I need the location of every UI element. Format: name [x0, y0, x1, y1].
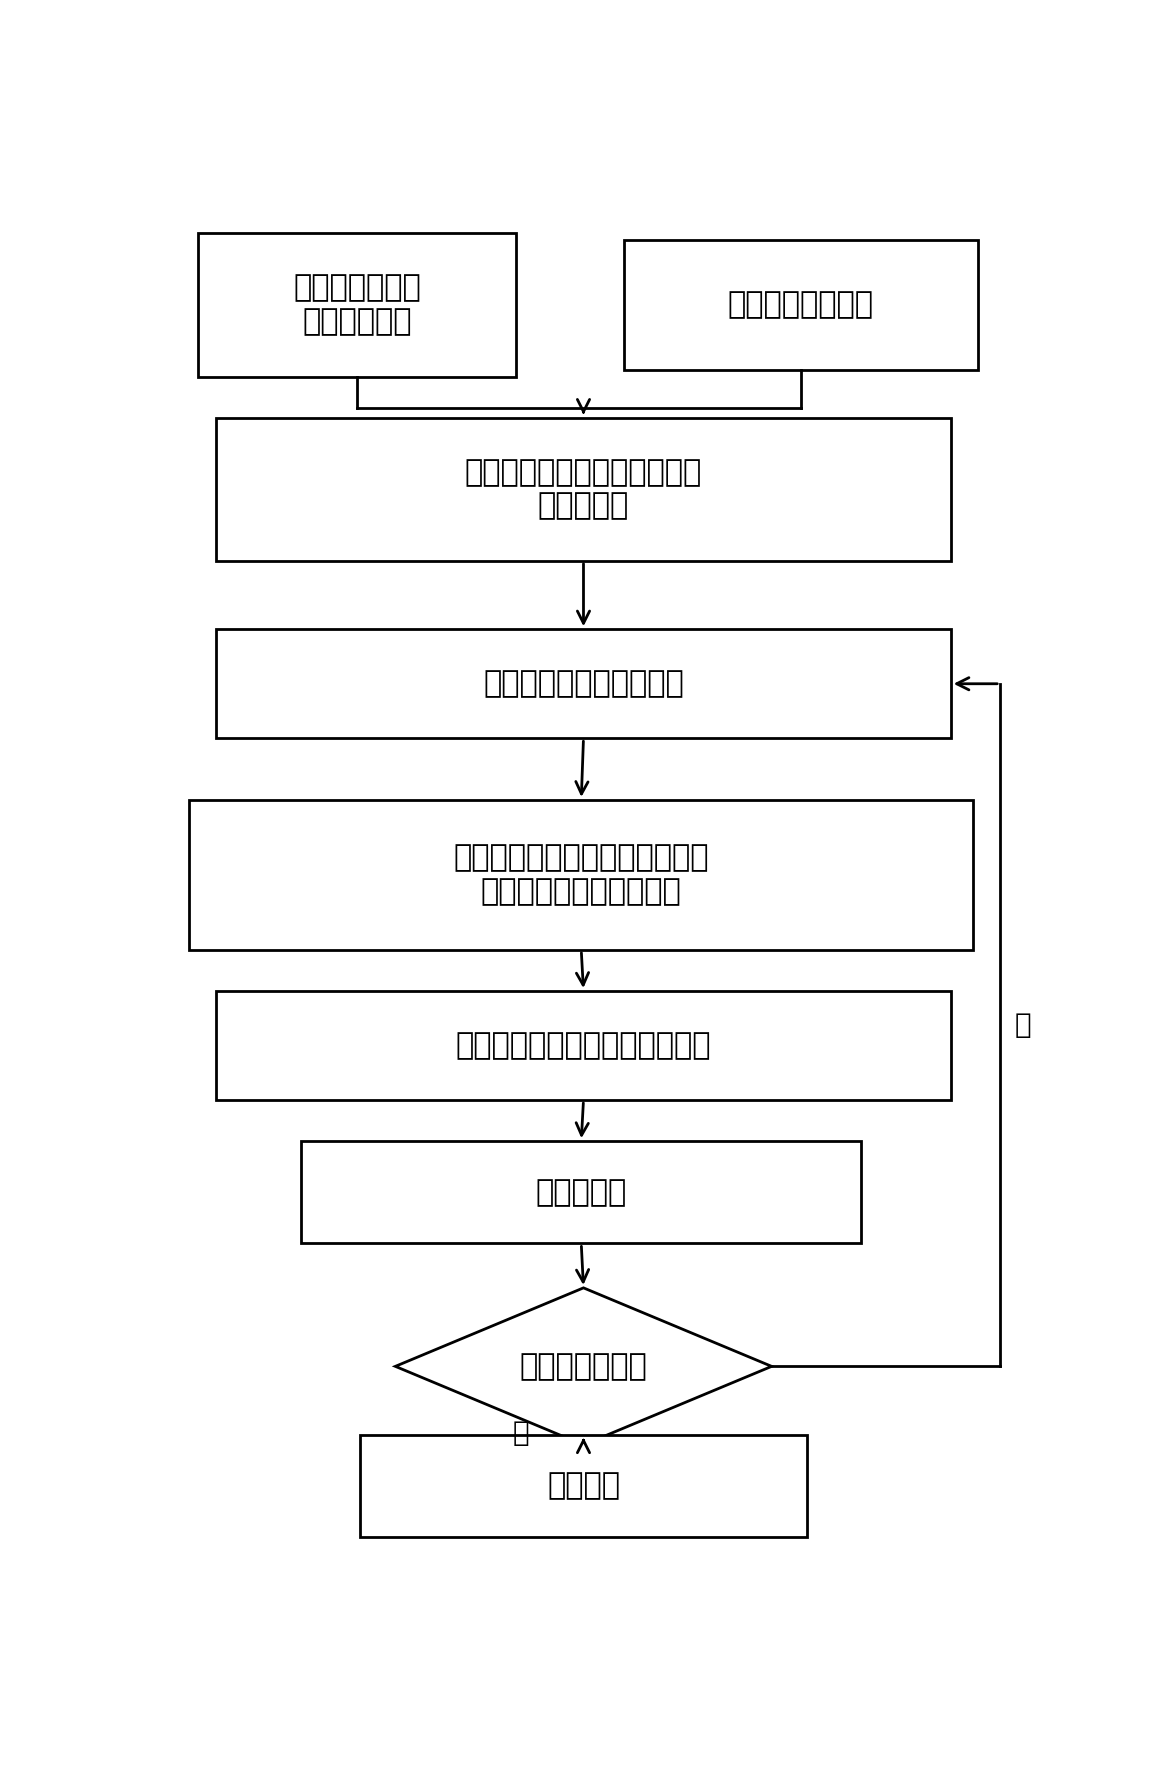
- FancyBboxPatch shape: [216, 629, 951, 738]
- FancyBboxPatch shape: [624, 239, 978, 371]
- FancyBboxPatch shape: [199, 234, 517, 376]
- Text: 主、子惯导进行导航解算: 主、子惯导进行导航解算: [483, 668, 684, 699]
- Text: 否: 否: [1014, 1011, 1031, 1039]
- Text: 卡尔曼滤波: 卡尔曼滤波: [535, 1177, 627, 1207]
- FancyBboxPatch shape: [216, 991, 951, 1099]
- FancyBboxPatch shape: [190, 800, 973, 950]
- Text: 是否解算完成？: 是否解算完成？: [519, 1351, 647, 1381]
- Text: 是: 是: [512, 1418, 529, 1447]
- Text: 主惯导完成对准
进入导航状态: 主惯导完成对准 进入导航状态: [294, 273, 421, 337]
- Text: 子惯导启动、预热: 子惯导启动、预热: [728, 291, 874, 319]
- Text: 估计结果: 估计结果: [547, 1472, 620, 1500]
- FancyBboxPatch shape: [360, 1434, 807, 1537]
- FancyBboxPatch shape: [302, 1142, 861, 1243]
- Polygon shape: [395, 1287, 772, 1445]
- FancyBboxPatch shape: [216, 417, 951, 560]
- Text: 构造主、子惯导速度差、比力差: 构造主、子惯导速度差、比力差: [455, 1032, 711, 1060]
- Text: 采集主惯导的速度、比力信息，
传输至子惯导解算计算机: 采集主惯导的速度、比力信息， 传输至子惯导解算计算机: [453, 844, 709, 906]
- Text: 利用主惯导信息对子惯导进行
一步粗对准: 利用主惯导信息对子惯导进行 一步粗对准: [465, 457, 702, 521]
